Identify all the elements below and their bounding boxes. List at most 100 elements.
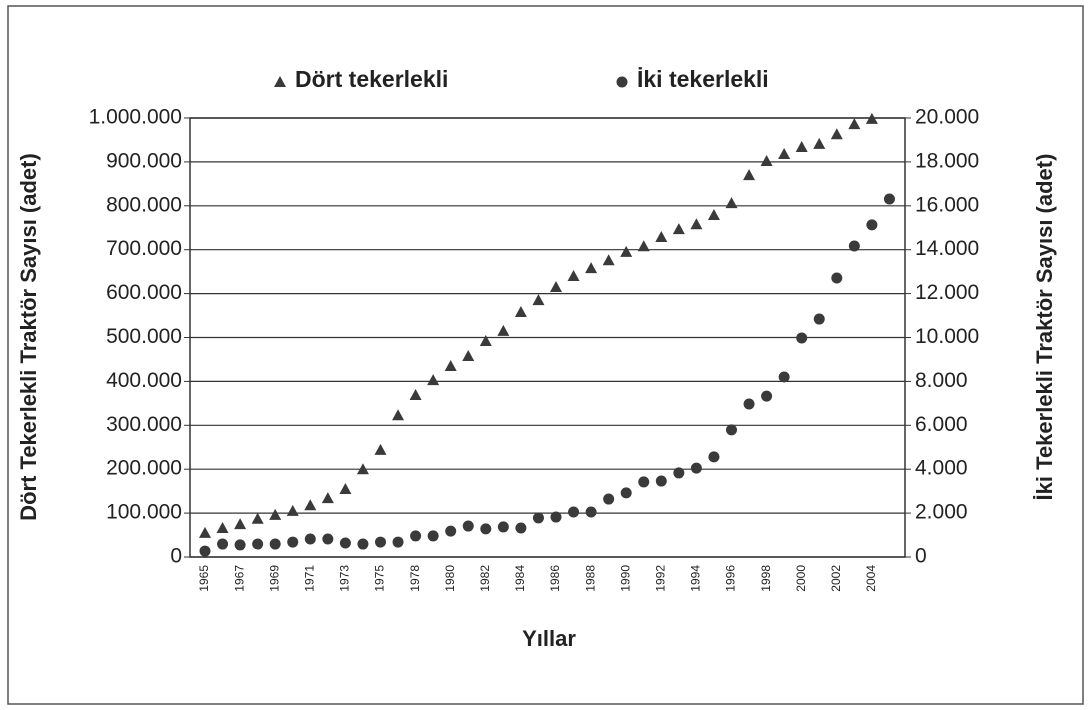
y2-tick-label: 18.000 [915, 149, 979, 172]
circle-marker [690, 462, 702, 474]
circle-marker [515, 522, 527, 534]
triangle-marker [602, 254, 615, 266]
y-tick-label: 0 [170, 545, 182, 568]
circle-marker [532, 512, 544, 524]
circle-marker [269, 538, 281, 550]
circle-marker [603, 493, 615, 505]
triangle-marker [269, 508, 282, 520]
triangle-marker [532, 294, 545, 306]
y2-tick-label: 16.000 [915, 193, 979, 216]
triangle-marker [251, 512, 264, 524]
circle-marker [497, 521, 509, 533]
x-tick-label: 2004 [864, 565, 878, 592]
y-tick-label: 900.000 [106, 149, 182, 172]
circle-marker [726, 424, 737, 436]
y2-tick-label: 12.000 [915, 281, 979, 304]
circle-marker [550, 511, 562, 523]
triangle-marker [865, 112, 878, 124]
x-tick-label: 1969 [267, 565, 281, 592]
circle-marker [866, 219, 878, 231]
triangle-marker [216, 522, 229, 534]
x-tick-label: 2000 [794, 565, 808, 592]
circle-marker [568, 506, 580, 518]
triangle-marker [304, 499, 317, 511]
triangle-marker [795, 140, 808, 152]
triangle-marker [374, 443, 387, 455]
x-tick-label: 1994 [689, 565, 703, 592]
triangle-marker [234, 518, 247, 530]
circle-marker [392, 536, 404, 548]
circle-marker [287, 536, 299, 548]
triangle-marker [199, 526, 211, 538]
circle-marker [234, 539, 246, 551]
circle-marker [796, 332, 808, 344]
circle-marker [445, 525, 457, 537]
triangle-marker [550, 281, 562, 293]
circle-marker [620, 487, 632, 499]
circle-marker [673, 467, 685, 479]
circle-marker [813, 313, 825, 325]
triangle-marker [409, 389, 422, 401]
circle-marker [831, 272, 843, 284]
y2-tick-label: 6.000 [915, 413, 968, 436]
triangle-marker [444, 360, 457, 372]
x-tick-label: 1965 [197, 565, 211, 592]
circle-marker [761, 390, 773, 402]
plot-frame [189, 117, 906, 558]
triangle-marker [690, 218, 703, 230]
y-tick-label: 1.000.000 [89, 106, 182, 129]
triangle-marker [497, 324, 510, 336]
y2-tick-label: 20.000 [915, 106, 979, 129]
circle-marker [616, 76, 628, 88]
y-tick-label: 500.000 [106, 325, 182, 348]
circle-marker [357, 538, 369, 550]
y-tick-label: 400.000 [106, 369, 182, 392]
y-tick-label: 200.000 [106, 457, 182, 480]
triangle-marker [392, 409, 405, 421]
triangle-marker [655, 230, 668, 242]
circle-marker [743, 398, 755, 410]
y-tick-label: 600.000 [106, 281, 182, 304]
triangle-marker [672, 223, 685, 235]
x-tick-label: 1982 [478, 565, 492, 592]
circle-marker [848, 240, 860, 252]
triangle-marker [707, 209, 720, 221]
circle-marker [217, 538, 229, 550]
triangle-marker [848, 118, 861, 130]
y-tick-label: 800.000 [106, 193, 182, 216]
triangle-marker [725, 197, 738, 209]
triangle-marker [356, 463, 369, 475]
triangle-marker [321, 492, 334, 504]
triangle-marker [514, 306, 527, 318]
y2-tick-label: 14.000 [915, 237, 979, 260]
circle-marker [410, 530, 422, 542]
triangle-marker [274, 76, 286, 87]
circle-marker [322, 533, 334, 545]
x-tick-label: 1988 [583, 565, 597, 592]
circle-marker [375, 536, 386, 548]
triangle-marker [339, 482, 352, 494]
circle-marker [427, 530, 439, 542]
circle-marker [199, 545, 211, 557]
y2-tick-label: 10.000 [915, 325, 979, 348]
y2-tick-label: 2.000 [915, 501, 968, 524]
legend-label: İki tekerlekli [637, 66, 769, 92]
circle-marker [480, 523, 492, 535]
triangle-marker [813, 137, 826, 149]
triangle-marker [427, 374, 440, 386]
triangle-marker [462, 349, 475, 361]
triangle-marker [620, 245, 633, 257]
y2-axis-label: İki Tekerlekli Traktör Sayısı (adet) [1032, 154, 1057, 501]
circle-marker [462, 520, 474, 532]
y2-tick-label: 4.000 [915, 457, 968, 480]
x-tick-label: 1973 [338, 565, 352, 592]
x-tick-label: 1992 [653, 565, 667, 592]
x-tick-label: 1975 [373, 565, 387, 592]
circle-marker [883, 193, 895, 205]
y2-tick-label: 8.000 [915, 369, 968, 392]
circle-marker [585, 506, 597, 518]
circle-marker [339, 537, 351, 549]
triangle-marker [743, 169, 756, 181]
